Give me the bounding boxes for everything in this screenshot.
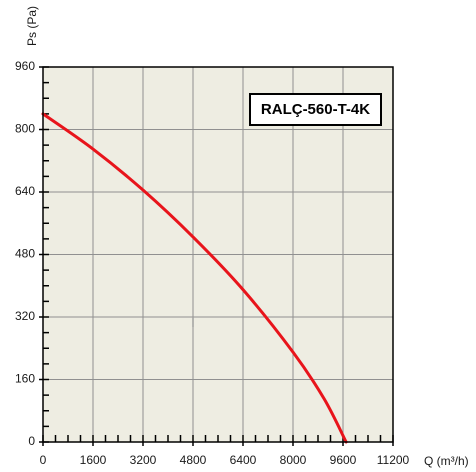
grid-lines [43, 67, 393, 442]
model-label: RALÇ-560-T-4K [261, 101, 370, 118]
series-group [41, 112, 348, 444]
x-axis-ticks: 0 1600 3200 4800 6400 8000 9600 11200 [40, 442, 410, 467]
y-tick-label: 0 [28, 434, 35, 448]
y-tick-label: 320 [15, 309, 35, 323]
y-tick-label: 640 [15, 184, 35, 198]
x-axis-title: Q (m³/h) [424, 454, 469, 468]
x-tick-label: 9600 [330, 453, 357, 467]
y-tick-label: 160 [15, 372, 35, 386]
x-tick-label: 0 [40, 453, 47, 467]
x-tick-label: 1600 [80, 453, 107, 467]
y-tick-label: 480 [15, 247, 35, 261]
model-label-box: RALÇ-560-T-4K [249, 93, 382, 126]
x-tick-label: 11200 [377, 453, 410, 467]
plot-frame [42, 66, 394, 443]
y-tick-label: 800 [15, 122, 35, 136]
x-tick-label: 4800 [180, 453, 207, 467]
y-axis-ticks: 0 160 320 480 640 800 960 [15, 59, 43, 448]
performance-curve [41, 112, 348, 444]
y-axis-title: Ps (Pa) [25, 6, 39, 46]
x-tick-label: 6400 [230, 453, 257, 467]
x-tick-label: 8000 [280, 453, 307, 467]
x-tick-label: 3200 [130, 453, 157, 467]
y-tick-label: 960 [15, 59, 35, 73]
